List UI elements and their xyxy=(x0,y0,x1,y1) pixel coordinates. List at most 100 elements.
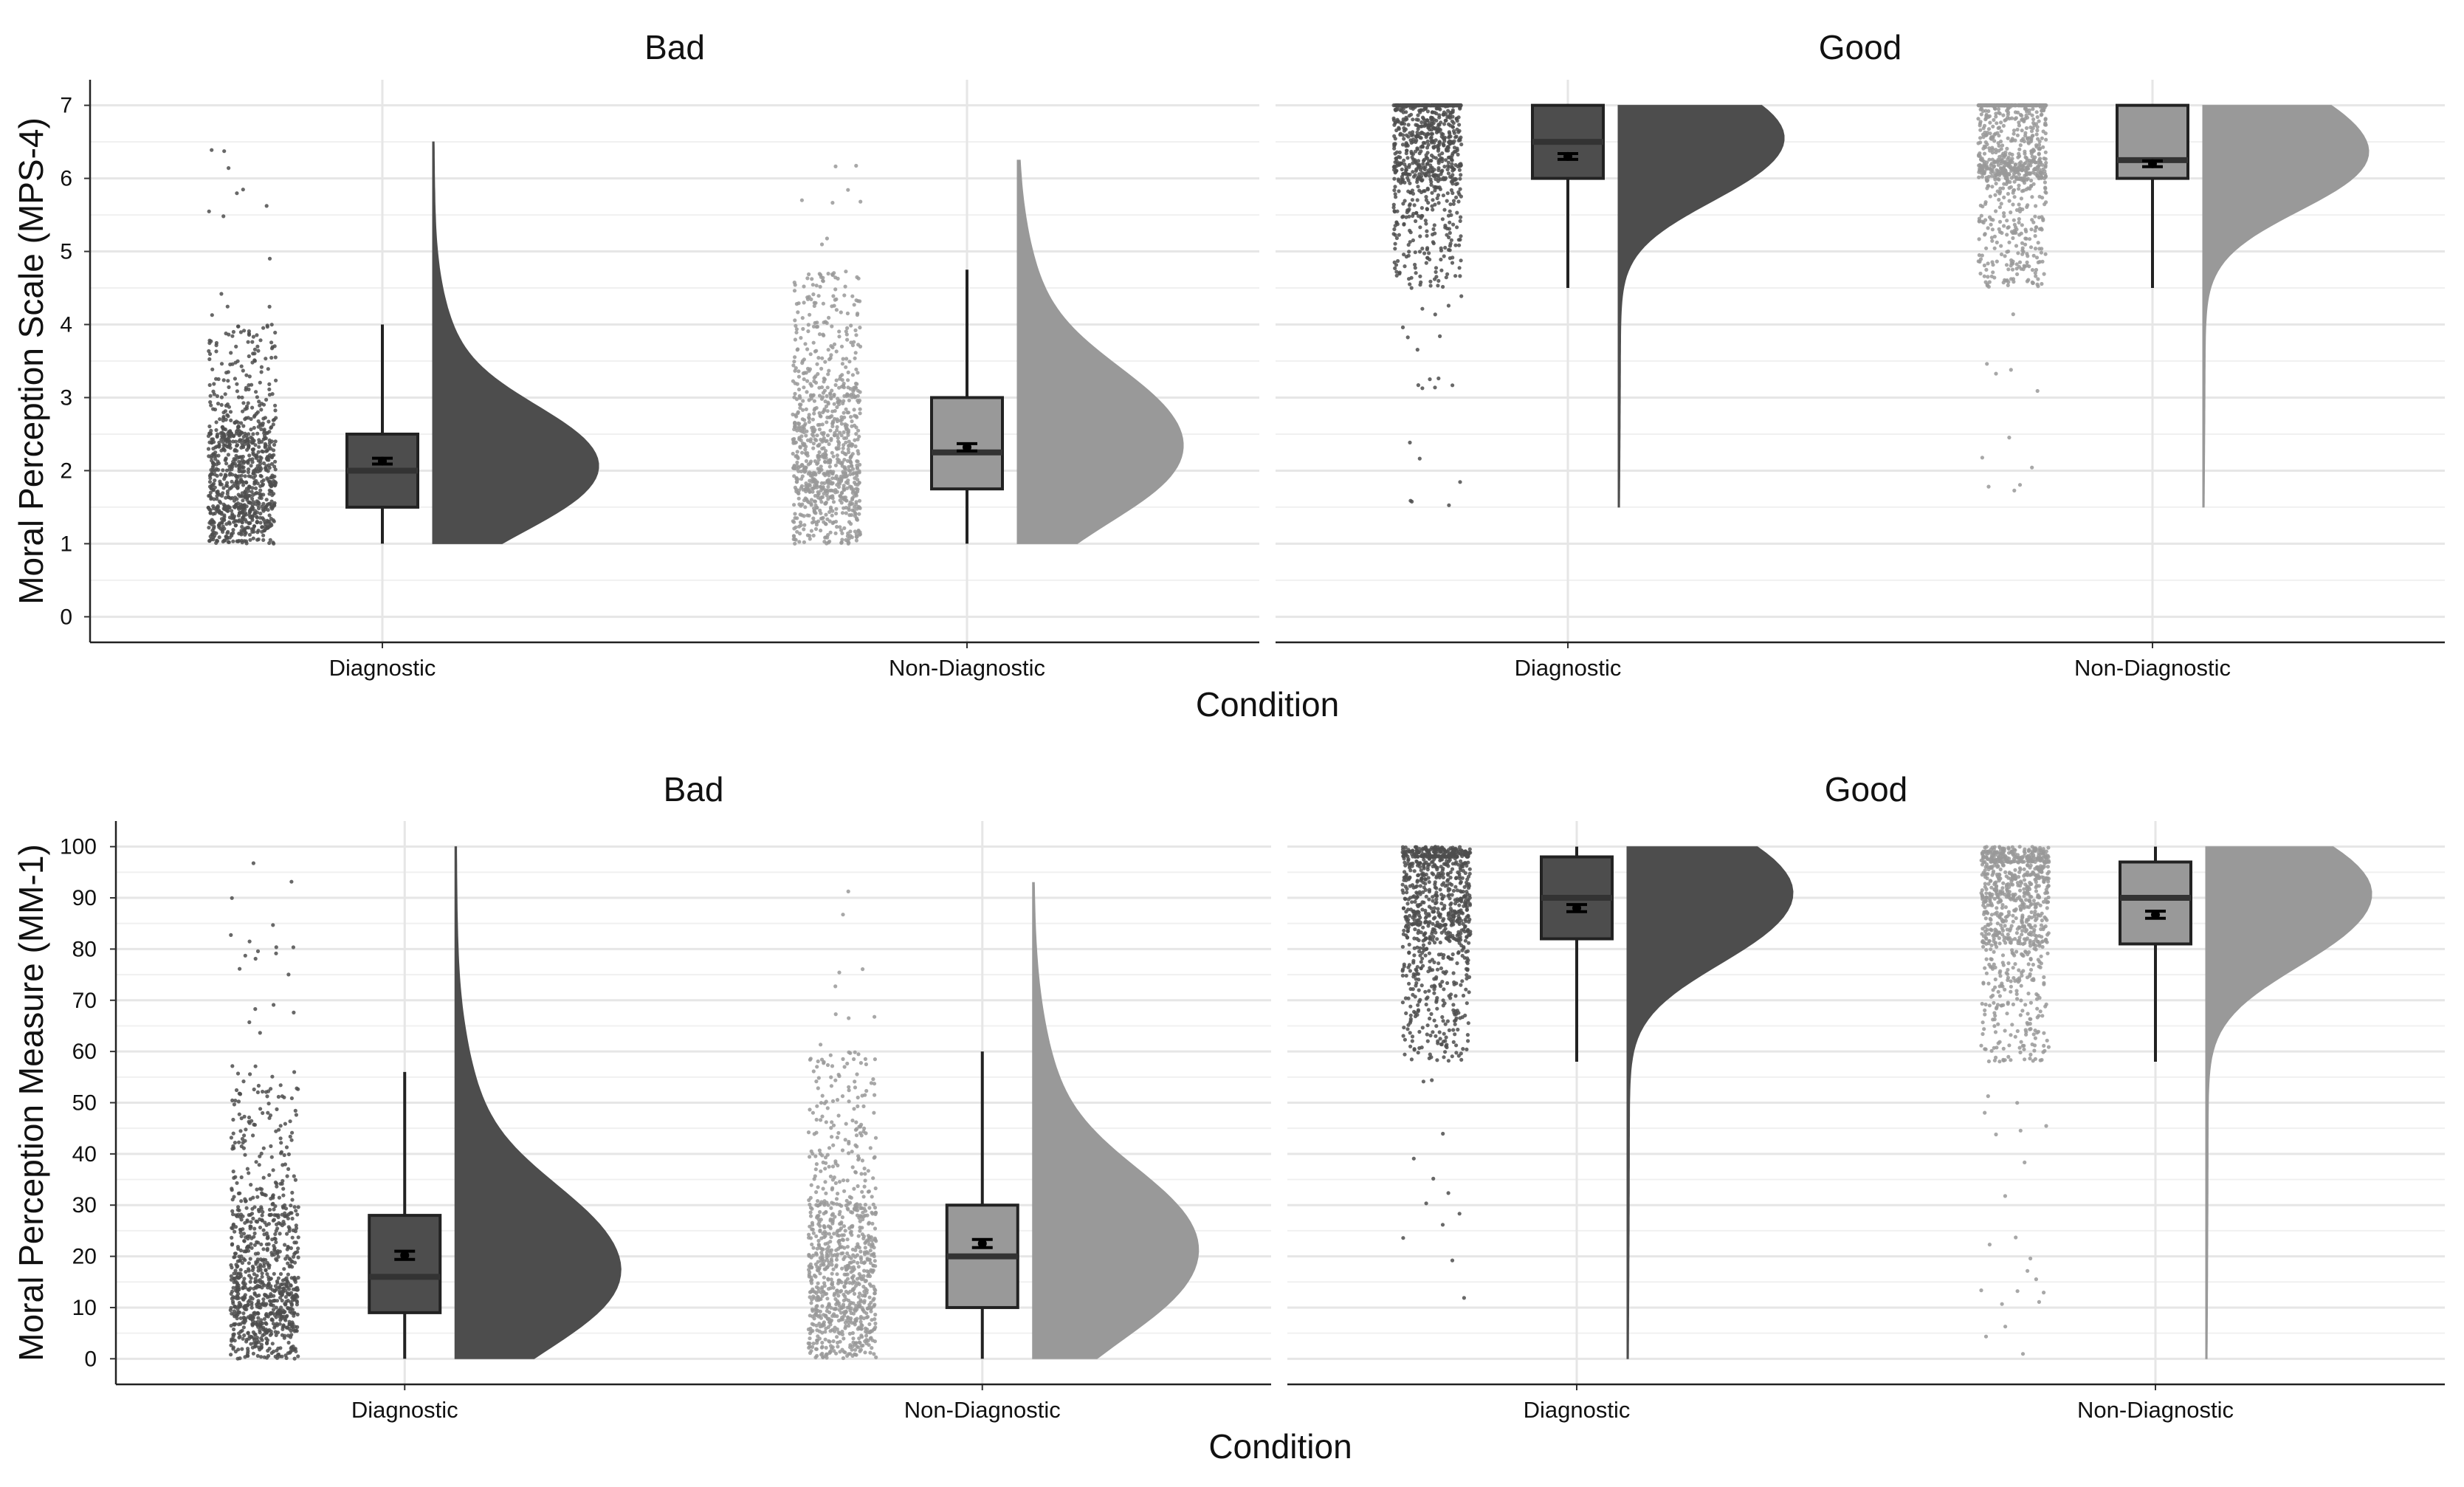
data-point xyxy=(252,1287,255,1291)
data-point xyxy=(1402,107,1405,111)
data-point xyxy=(290,1191,294,1195)
data-point xyxy=(264,1090,268,1093)
data-point xyxy=(254,487,258,490)
data-point xyxy=(252,426,256,430)
data-point xyxy=(242,1133,246,1137)
data-point xyxy=(1397,120,1401,123)
data-point xyxy=(225,532,229,535)
data-point xyxy=(294,1329,297,1333)
data-point xyxy=(1397,189,1400,193)
data-point xyxy=(237,1141,241,1144)
data-point xyxy=(1418,234,1422,238)
data-point xyxy=(1395,236,1399,240)
data-point xyxy=(2043,202,2046,206)
data-point xyxy=(260,456,264,460)
data-point xyxy=(230,1186,233,1190)
data-point xyxy=(2010,261,2014,265)
data-point xyxy=(825,472,829,475)
group-non-diagnostic xyxy=(1976,103,2369,507)
data-point xyxy=(243,432,247,436)
data-point xyxy=(863,1172,867,1175)
data-point xyxy=(854,368,858,371)
data-point xyxy=(255,1195,259,1199)
data-point xyxy=(1414,219,1417,223)
data-point xyxy=(265,1314,269,1318)
data-point xyxy=(247,1288,251,1292)
data-point xyxy=(229,1263,233,1267)
data-point xyxy=(237,470,241,473)
data-point xyxy=(258,484,262,488)
data-point xyxy=(2010,157,2014,160)
data-point xyxy=(240,525,244,529)
data-point xyxy=(2006,137,2010,140)
data-point xyxy=(2012,219,2016,222)
data-point xyxy=(247,329,251,333)
data-point xyxy=(250,340,254,344)
data-point xyxy=(273,1324,277,1328)
data-point xyxy=(811,517,815,521)
data-point xyxy=(831,489,835,492)
data-point xyxy=(2035,110,2039,114)
data-point xyxy=(262,429,266,433)
data-point xyxy=(812,341,816,345)
data-point xyxy=(1436,168,1440,172)
data-point xyxy=(289,1246,293,1250)
data-point xyxy=(840,345,844,348)
data-point xyxy=(1398,103,1402,107)
data-point xyxy=(856,312,859,315)
data-point xyxy=(244,388,248,391)
data-point xyxy=(837,485,841,489)
data-point xyxy=(1459,188,1462,191)
data-point xyxy=(844,365,847,369)
data-point xyxy=(831,421,835,425)
data-point xyxy=(244,954,247,958)
data-point xyxy=(219,473,223,476)
data-point xyxy=(272,1218,276,1222)
data-point xyxy=(1455,225,1459,229)
data-point xyxy=(1447,303,1450,307)
data-point xyxy=(2007,225,2011,229)
data-point xyxy=(822,302,825,306)
data-point xyxy=(258,1155,261,1158)
data-point xyxy=(1408,131,1411,135)
data-point xyxy=(241,188,245,191)
data-point xyxy=(237,425,241,428)
data-point xyxy=(827,442,831,446)
data-point xyxy=(850,464,853,468)
data-point xyxy=(2015,262,2019,266)
data-point xyxy=(237,1286,241,1290)
data-point xyxy=(846,378,850,382)
data-point xyxy=(2043,121,2047,125)
data-point xyxy=(235,1181,238,1185)
data-point xyxy=(853,357,857,360)
data-point xyxy=(837,329,841,333)
data-point xyxy=(1409,230,1413,234)
data-point xyxy=(269,1333,272,1337)
data-point xyxy=(1402,159,1405,162)
data-point xyxy=(1986,178,1989,182)
data-point xyxy=(250,516,254,520)
data-point xyxy=(1458,164,1462,168)
data-point xyxy=(244,481,248,484)
data-point xyxy=(287,1225,291,1229)
data-point xyxy=(1425,246,1429,250)
data-point xyxy=(843,1350,847,1354)
data-point xyxy=(244,495,247,498)
data-point xyxy=(1434,103,1437,107)
data-point xyxy=(841,362,844,365)
data-point xyxy=(286,1167,290,1171)
data-point xyxy=(2031,117,2035,121)
data-point xyxy=(847,371,850,374)
data-point xyxy=(231,1335,235,1339)
data-point xyxy=(870,1222,874,1226)
data-point xyxy=(2020,241,2024,245)
data-point xyxy=(290,1303,294,1307)
data-point xyxy=(1454,177,1458,181)
data-point xyxy=(1404,110,1408,114)
data-point xyxy=(1997,111,2000,114)
data-point xyxy=(819,285,822,289)
data-point xyxy=(856,1052,860,1056)
data-point xyxy=(1458,177,1462,181)
